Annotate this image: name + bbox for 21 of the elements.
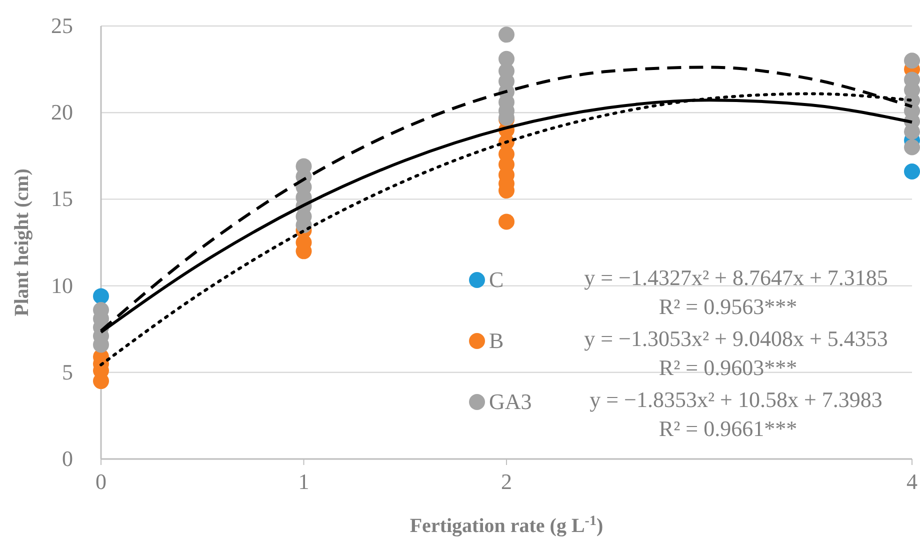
y-tick-label: 25 [51,13,73,38]
y-axis-title: Plant height (cm) [11,168,33,316]
y-tick-label: 20 [51,100,73,125]
x-tick-label: 2 [501,469,512,494]
x-tick-label: 4 [906,469,918,494]
x-tick-label: 0 [96,469,106,494]
annotation: R² = 0.9563*** [658,294,798,319]
y-tick-label: 10 [51,272,73,298]
annotation: y = −1.8353x² + 10.58x + 7.3983 [590,387,882,412]
annotation: R² = 0.9603*** [658,355,798,380]
x-axis-title: Fertigation rate (g L$^{-1}$) [410,514,604,537]
annotation: y = −1.3053x² + 9.0408x + 5.4353 [584,326,888,351]
legend-label: GA3 [489,389,532,414]
y-tick-label: 0 [62,446,73,471]
y-tick-label: 15 [51,186,73,212]
legend-label: B [489,328,504,353]
annotation: y = −1.4327x² + 8.7647x + 7.3185 [584,265,888,290]
x-tick-label: 1 [298,469,310,494]
annotation: R² = 0.9661*** [658,416,798,441]
legend-label: C [489,267,504,292]
y-tick-label: 5 [62,359,73,384]
